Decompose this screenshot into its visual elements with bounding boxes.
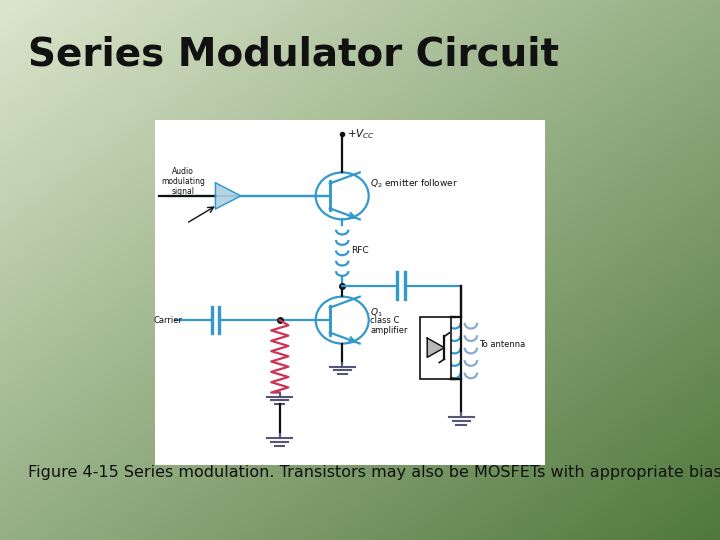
Polygon shape bbox=[427, 338, 444, 357]
Text: RFC: RFC bbox=[351, 246, 369, 255]
Bar bbox=[420, 316, 451, 379]
Text: Carrier: Carrier bbox=[153, 315, 182, 325]
Text: Series Modulator Circuit: Series Modulator Circuit bbox=[28, 35, 559, 73]
Text: Audio
modulating
signal: Audio modulating signal bbox=[161, 166, 205, 197]
Text: Figure 4-15 Series modulation. Transistors may also be MOSFETs with appropriate : Figure 4-15 Series modulation. Transisto… bbox=[28, 465, 720, 480]
Text: $+V_{CC}$: $+V_{CC}$ bbox=[347, 127, 375, 141]
Text: $Q_1$: $Q_1$ bbox=[370, 306, 383, 319]
Text: To antenna: To antenna bbox=[480, 340, 526, 349]
Polygon shape bbox=[215, 183, 240, 209]
Text: class C
amplifier: class C amplifier bbox=[370, 315, 408, 335]
Text: $Q_2$ emitter follower: $Q_2$ emitter follower bbox=[370, 178, 459, 190]
